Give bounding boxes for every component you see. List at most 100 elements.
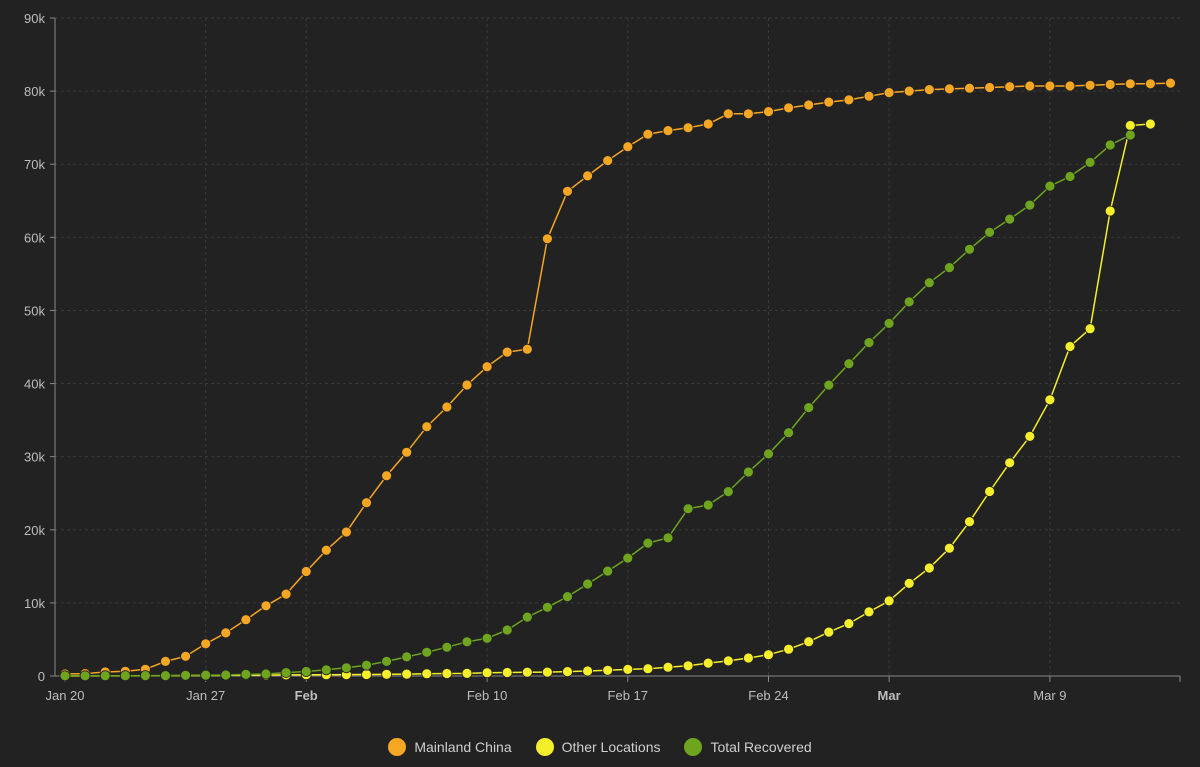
data-point-total-recovered[interactable]	[521, 611, 533, 623]
data-point-other-locations[interactable]	[441, 668, 453, 679]
data-point-other-locations[interactable]	[1004, 457, 1016, 469]
data-point-mainland-china[interactable]	[783, 102, 794, 114]
data-point-mainland-china[interactable]	[361, 497, 372, 509]
data-point-total-recovered[interactable]	[562, 591, 573, 602]
data-point-total-recovered[interactable]	[944, 262, 955, 274]
data-point-mainland-china[interactable]	[200, 638, 212, 650]
data-point-other-locations[interactable]	[803, 636, 815, 648]
data-point-other-locations[interactable]	[602, 664, 614, 676]
data-point-mainland-china[interactable]	[1004, 81, 1016, 93]
data-point-mainland-china[interactable]	[622, 141, 634, 153]
data-point-mainland-china[interactable]	[441, 401, 453, 413]
data-point-total-recovered[interactable]	[461, 636, 473, 648]
data-point-total-recovered[interactable]	[1104, 139, 1116, 151]
data-point-total-recovered[interactable]	[602, 565, 614, 577]
data-point-mainland-china[interactable]	[1084, 79, 1096, 91]
data-point-mainland-china[interactable]	[662, 125, 674, 137]
data-point-other-locations[interactable]	[823, 626, 835, 638]
data-point-mainland-china[interactable]	[1124, 78, 1136, 90]
data-point-total-recovered[interactable]	[119, 670, 131, 682]
data-point-other-locations[interactable]	[562, 666, 573, 677]
data-point-mainland-china[interactable]	[763, 106, 774, 117]
data-point-total-recovered[interactable]	[79, 670, 91, 682]
data-point-total-recovered[interactable]	[1084, 156, 1096, 168]
data-point-total-recovered[interactable]	[702, 499, 714, 511]
data-point-mainland-china[interactable]	[964, 82, 975, 94]
data-point-total-recovered[interactable]	[984, 226, 995, 238]
data-point-mainland-china[interactable]	[903, 85, 915, 97]
data-point-mainland-china[interactable]	[1104, 79, 1116, 90]
data-point-other-locations[interactable]	[461, 668, 473, 679]
data-point-total-recovered[interactable]	[883, 317, 895, 329]
data-point-total-recovered[interactable]	[722, 486, 734, 498]
data-point-mainland-china[interactable]	[401, 446, 413, 458]
legend-item-other-locations[interactable]: Other Locations	[535, 738, 660, 756]
data-point-total-recovered[interactable]	[401, 651, 413, 663]
data-point-total-recovered[interactable]	[260, 668, 272, 680]
data-point-mainland-china[interactable]	[803, 99, 815, 111]
data-point-mainland-china[interactable]	[381, 470, 393, 482]
data-point-other-locations[interactable]	[783, 643, 794, 655]
data-point-total-recovered[interactable]	[59, 670, 71, 682]
data-point-other-locations[interactable]	[1104, 205, 1116, 217]
data-point-other-locations[interactable]	[421, 668, 433, 680]
data-point-total-recovered[interactable]	[481, 632, 493, 644]
data-point-mainland-china[interactable]	[642, 128, 654, 140]
data-point-total-recovered[interactable]	[763, 448, 774, 460]
data-point-mainland-china[interactable]	[220, 627, 232, 639]
data-point-mainland-china[interactable]	[1044, 80, 1056, 92]
data-point-other-locations[interactable]	[481, 667, 493, 679]
data-point-total-recovered[interactable]	[743, 466, 754, 478]
data-point-other-locations[interactable]	[682, 660, 694, 672]
data-point-other-locations[interactable]	[702, 657, 714, 669]
data-point-other-locations[interactable]	[642, 663, 654, 675]
data-point-total-recovered[interactable]	[1064, 171, 1076, 182]
data-point-mainland-china[interactable]	[1145, 78, 1156, 90]
data-point-total-recovered[interactable]	[320, 664, 332, 676]
data-point-other-locations[interactable]	[582, 665, 593, 677]
data-point-other-locations[interactable]	[903, 578, 915, 589]
data-point-mainland-china[interactable]	[280, 588, 292, 600]
data-point-other-locations[interactable]	[662, 661, 674, 673]
data-point-total-recovered[interactable]	[542, 601, 553, 613]
data-point-total-recovered[interactable]	[1004, 213, 1016, 225]
data-point-other-locations[interactable]	[521, 666, 533, 678]
data-point-mainland-china[interactable]	[260, 600, 272, 612]
data-point-other-locations[interactable]	[944, 542, 955, 554]
data-point-mainland-china[interactable]	[944, 83, 955, 95]
data-point-total-recovered[interactable]	[441, 641, 453, 653]
data-point-other-locations[interactable]	[763, 649, 774, 661]
data-point-total-recovered[interactable]	[240, 669, 252, 680]
data-point-mainland-china[interactable]	[461, 379, 473, 391]
data-point-mainland-china[interactable]	[702, 118, 714, 130]
data-point-mainland-china[interactable]	[320, 544, 332, 556]
data-point-mainland-china[interactable]	[743, 108, 754, 120]
data-point-mainland-china[interactable]	[521, 343, 533, 355]
data-point-other-locations[interactable]	[863, 606, 875, 618]
data-point-other-locations[interactable]	[381, 668, 393, 680]
data-point-total-recovered[interactable]	[582, 578, 593, 590]
data-point-mainland-china[interactable]	[883, 87, 895, 98]
data-point-other-locations[interactable]	[361, 669, 372, 680]
data-point-total-recovered[interactable]	[180, 669, 192, 681]
data-point-other-locations[interactable]	[1084, 323, 1096, 335]
data-point-total-recovered[interactable]	[823, 379, 835, 391]
data-point-other-locations[interactable]	[542, 666, 553, 678]
data-point-total-recovered[interactable]	[501, 624, 513, 636]
data-point-mainland-china[interactable]	[180, 650, 192, 662]
data-point-total-recovered[interactable]	[300, 666, 312, 677]
data-point-mainland-china[interactable]	[542, 233, 553, 245]
data-point-mainland-china[interactable]	[481, 361, 493, 373]
data-point-total-recovered[interactable]	[139, 670, 151, 681]
data-point-mainland-china[interactable]	[682, 122, 694, 134]
data-point-other-locations[interactable]	[923, 562, 935, 574]
data-point-total-recovered[interactable]	[160, 670, 171, 681]
legend-item-mainland-china[interactable]: Mainland China	[388, 738, 512, 756]
data-point-other-locations[interactable]	[984, 486, 995, 497]
data-point-total-recovered[interactable]	[361, 659, 372, 671]
data-point-mainland-china[interactable]	[722, 108, 734, 120]
data-point-other-locations[interactable]	[501, 667, 513, 678]
data-point-mainland-china[interactable]	[562, 185, 573, 197]
data-point-total-recovered[interactable]	[662, 532, 674, 544]
data-point-other-locations[interactable]	[1124, 120, 1136, 131]
